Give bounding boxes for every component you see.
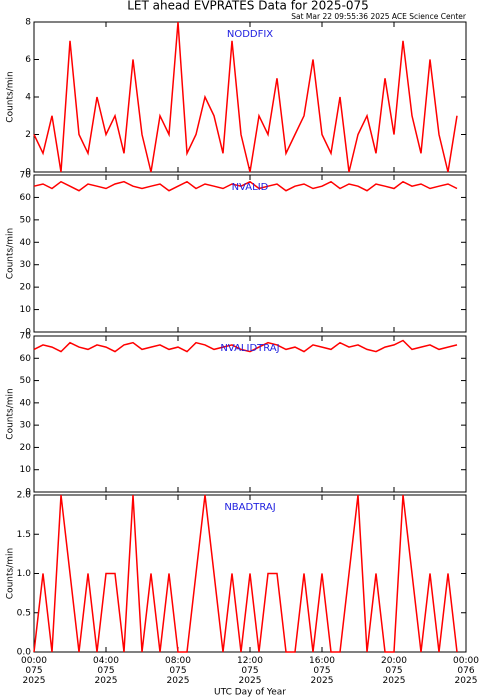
plot-frame	[33, 174, 467, 333]
x-tick-label: 20:00 075 2025	[381, 656, 407, 686]
panel-label: NVALID	[232, 182, 269, 193]
y-tick-label: 0.0	[17, 648, 32, 658]
y-tick-label: 0.5	[17, 608, 31, 618]
y-tick-label: 0	[25, 488, 31, 498]
y-tick-label: 6	[25, 55, 31, 65]
chart-title: LET ahead EVPRATES Data for 2025-075	[127, 0, 369, 13]
y-tick-label: 40	[20, 398, 32, 408]
plot-frame	[33, 21, 467, 173]
y-tick-label: 10	[20, 465, 32, 475]
y-axis-label: Counts/min	[6, 388, 16, 439]
y-tick-label: 0	[25, 168, 31, 178]
y-tick-label: 50	[20, 376, 32, 386]
y-tick-label: 2.0	[17, 491, 32, 501]
y-axis-label: Counts/min	[6, 71, 16, 122]
y-tick-label: 40	[20, 238, 32, 248]
y-tick-label: 20	[20, 443, 32, 453]
y-tick-label: 70	[20, 171, 32, 181]
x-tick-label: 16:00 075 2025	[309, 656, 335, 686]
y-tick-label: 30	[20, 260, 32, 270]
data-line	[33, 339, 458, 353]
x-tick-label: 00:00 076 2025	[453, 656, 479, 686]
panel-label: NVALIDTRAJ	[220, 343, 279, 354]
x-tick-label: 08:00 075 2025	[165, 656, 191, 686]
y-tick-label: 50	[20, 215, 32, 225]
x-axis-label: UTC Day of Year	[214, 688, 286, 698]
y-axis-label: Counts/min	[6, 548, 16, 599]
y-tick-label: 70	[20, 332, 32, 342]
y-tick-label: 10	[20, 305, 32, 315]
data-line	[33, 494, 458, 653]
data-line	[33, 21, 458, 173]
y-tick-label: 60	[20, 354, 32, 364]
panel-label: NODDFIX	[227, 29, 273, 40]
y-tick-label: 1.5	[17, 530, 31, 540]
y-tick-label: 4	[25, 93, 31, 103]
chart-subtitle: Sat Mar 22 09:55:36 2025 ACE Science Cen…	[291, 12, 467, 21]
data-line	[33, 180, 458, 192]
x-tick-label: 12:00 075 2025	[237, 656, 263, 686]
y-tick-label: 1.0	[17, 569, 32, 579]
y-tick-label: 8	[25, 18, 31, 28]
x-tick-label: 00:00 075 2025	[21, 656, 47, 686]
y-tick-label: 20	[20, 283, 32, 293]
panel-label: NBADTRAJ	[224, 502, 275, 513]
y-tick-label: 0	[25, 328, 31, 338]
y-tick-label: 30	[20, 421, 32, 431]
y-tick-label: 2	[25, 130, 31, 140]
y-tick-label: 60	[20, 193, 32, 203]
y-axis-label: Counts/min	[6, 228, 16, 279]
x-tick-label: 04:00 075 2025	[93, 656, 119, 686]
plot-frame	[33, 335, 467, 493]
